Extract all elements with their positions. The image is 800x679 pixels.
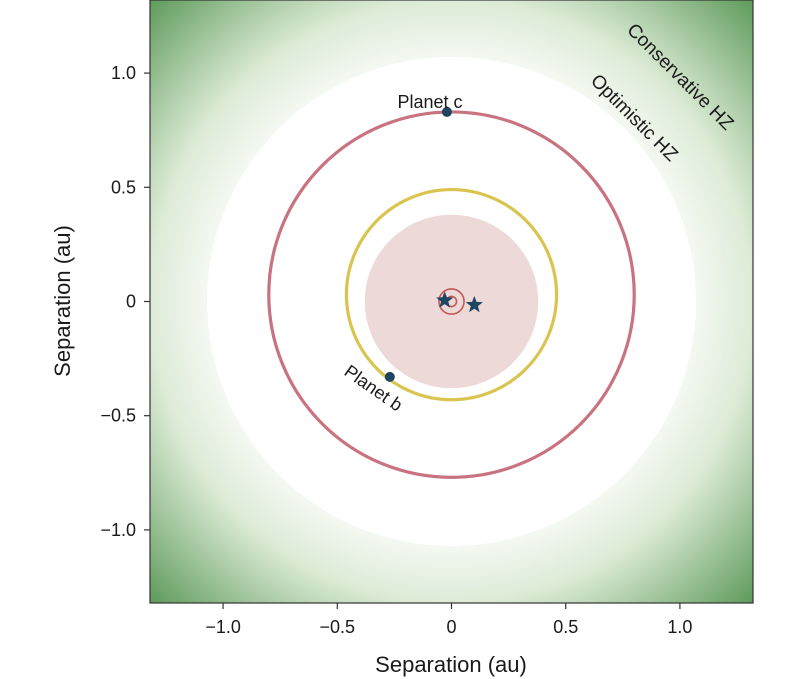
star-marker-2	[465, 295, 483, 313]
planet-c-label: Planet c	[397, 92, 462, 112]
x-axis-title: Separation (au)	[375, 652, 527, 677]
inner-unstable-region	[364, 214, 539, 389]
x-tick-label: −0.5	[320, 617, 356, 637]
y-tick-label: 1.0	[111, 63, 136, 83]
orbit-planet-b	[344, 187, 559, 402]
planets	[384, 106, 452, 382]
x-tick-label: 1.0	[667, 617, 692, 637]
y-axis-ticks: −1.0 −0.5 0 0.5 1.0	[100, 63, 150, 540]
y-axis-title: Separation (au)	[50, 225, 75, 377]
y-tick-label: 0	[126, 292, 136, 312]
y-tick-label: 0.5	[111, 177, 136, 197]
planet-marker-planet-c	[441, 106, 452, 117]
stars	[436, 291, 483, 313]
x-tick-label: −1.0	[205, 617, 241, 637]
plot-area	[150, 0, 753, 603]
star-marker-1	[436, 291, 454, 308]
x-axis-ticks: −1.0 −0.5 0 0.5 1.0	[205, 603, 692, 637]
y-tick-label: −1.0	[100, 520, 136, 540]
x-tick-label: 0	[446, 617, 456, 637]
x-tick-label: 0.5	[553, 617, 578, 637]
orbit-binary-outer	[438, 288, 465, 315]
y-tick-label: −0.5	[100, 406, 136, 426]
planet-marker-planet-b	[384, 371, 395, 382]
